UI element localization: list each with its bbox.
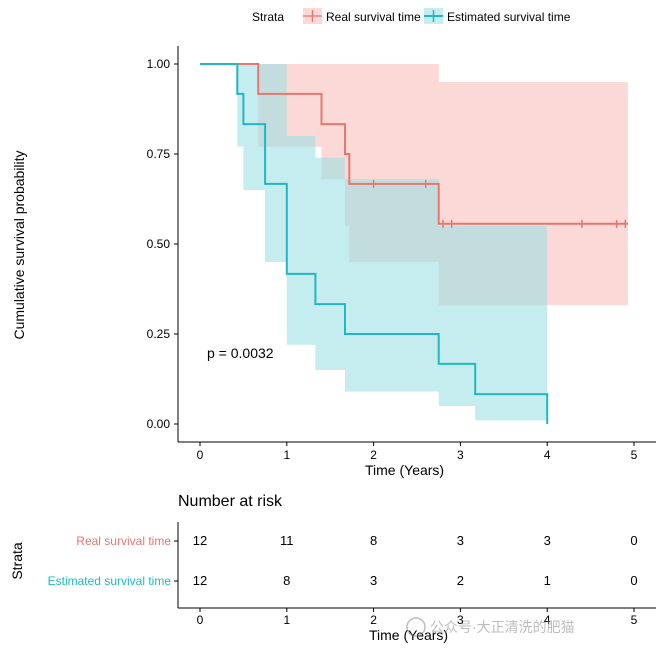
y-axis-label: Cumulative survival probability <box>11 150 27 339</box>
survival-curve-real <box>200 63 628 225</box>
risk-table-cells: 12 11 8 3 3 0 12 8 3 2 1 0 <box>174 533 638 588</box>
risk-cell: 3 <box>370 573 377 588</box>
risk-cell: 3 <box>544 533 551 548</box>
x-axis-label: Time (Years) <box>365 462 444 478</box>
risk-table-x-ticks: 0 1 2 3 4 5 <box>197 608 638 627</box>
risk-x-tick-label: 5 <box>631 613 638 627</box>
risk-x-tick-label: 4 <box>544 613 551 627</box>
risk-cell: 12 <box>193 533 207 548</box>
risk-x-tick-label: 0 <box>197 613 204 627</box>
confidence-bands <box>200 64 628 421</box>
wechat-icon <box>406 617 426 637</box>
risk-cell: 2 <box>457 573 464 588</box>
risk-table-x-label: Time (Years) <box>369 627 448 643</box>
y-ticks: 0.00 0.25 0.50 0.75 1.00 <box>147 57 178 431</box>
survival-curve-estimated <box>200 63 549 424</box>
risk-x-tick-label: 2 <box>370 613 377 627</box>
risk-cell: 0 <box>630 533 637 548</box>
p-value-annotation: p = 0.0032 <box>207 345 274 361</box>
x-tick-label: 0 <box>197 448 204 462</box>
y-tick-label: 0.50 <box>147 237 171 251</box>
censor-marks <box>372 179 627 228</box>
risk-cell: 8 <box>283 573 290 588</box>
watermark-text: 公众号·大正清洗的肥猫 <box>430 619 575 635</box>
risk-row-label-real: Real survival time <box>76 534 171 548</box>
risk-cell: 12 <box>193 573 207 588</box>
x-tick-label: 4 <box>544 448 551 462</box>
risk-cell: 1 <box>544 573 551 588</box>
y-tick-label: 0.25 <box>147 327 171 341</box>
risk-row-label-estimated: Estimated survival time <box>48 574 172 588</box>
survival-plot: 0.00 0.25 0.50 0.75 1.00 0 1 2 3 4 5 Time (Years)… <box>11 46 656 478</box>
y-tick-label: 0.75 <box>147 147 171 161</box>
risk-x-tick-label: 1 <box>283 613 290 627</box>
x-tick-label: 5 <box>631 448 638 462</box>
watermark: 公众号·大正清洗的肥猫 <box>406 617 575 637</box>
y-tick-label: 1.00 <box>147 57 171 71</box>
legend: Strata Real survival time Estimated surv… <box>252 8 571 24</box>
risk-cell: 11 <box>280 533 294 548</box>
risk-x-tick-label: 3 <box>457 613 464 627</box>
risk-table: Number at risk Strata Real survival time… <box>9 493 656 643</box>
risk-cell: 0 <box>630 573 637 588</box>
y-tick-label: 0.00 <box>147 417 171 431</box>
legend-label-estimated: Estimated survival time <box>447 10 571 24</box>
risk-table-strata-label: Strata <box>9 542 25 580</box>
legend-title: Strata <box>252 10 284 24</box>
risk-cell: 8 <box>370 533 377 548</box>
ci-band-estimated <box>200 64 548 421</box>
x-ticks: 0 1 2 3 4 5 <box>197 442 638 462</box>
x-tick-label: 3 <box>457 448 464 462</box>
legend-label-real: Real survival time <box>326 10 421 24</box>
risk-table-title: Number at risk <box>178 493 283 510</box>
risk-cell: 3 <box>457 533 464 548</box>
survival-curves <box>200 63 628 424</box>
x-tick-label: 1 <box>283 448 290 462</box>
x-tick-label: 2 <box>370 448 377 462</box>
